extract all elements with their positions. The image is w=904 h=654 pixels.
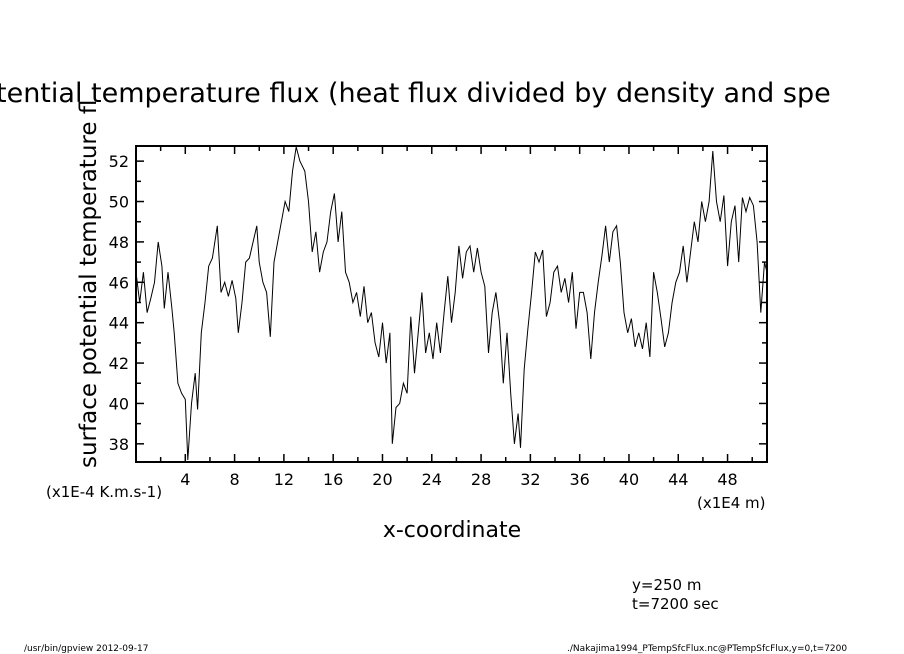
x-tick-label: 4 [180,470,190,489]
y-tick-label: 38 [109,435,129,454]
x-tick-label: 8 [230,470,240,489]
x-tick-label: 12 [274,470,294,489]
x-tick-label: 20 [372,470,392,489]
y-tick-label: 52 [109,152,129,171]
x-axis-units: (x1E4 m) [697,494,766,512]
y-axis-label: surface potential temperature fl [76,100,102,468]
y-tick-label: 48 [109,233,129,252]
x-tick-label: 36 [569,470,589,489]
y-tick-label: 46 [109,273,129,292]
x-tick-label: 40 [619,470,639,489]
x-tick-label: 32 [520,470,540,489]
footer-left: /usr/bin/gpview 2012-09-17 [24,644,148,654]
footer-right: ./Nakajima1994_PTempSfcFlux.nc@PTempSfcF… [567,644,847,654]
y-tick-label: 44 [109,314,129,333]
time-annotation: t=7200 sec [632,595,719,613]
y-position-annotation: y=250 m [632,576,701,594]
data-line [135,146,768,461]
y-tick-label: 40 [109,394,129,413]
chart-title: tential temperature flux (heat flux divi… [0,78,831,109]
y-axis-units: (x1E-4 K.m.s-1) [46,483,162,501]
x-tick-label: 24 [422,470,442,489]
x-tick-label: 44 [668,470,688,489]
y-tick-label: 50 [109,193,129,212]
x-tick-label: 48 [717,470,737,489]
x-axis-label: x-coordinate [383,518,521,543]
plot-frame [135,145,768,463]
x-tick-label: 28 [471,470,491,489]
y-tick-label: 42 [109,354,129,373]
x-tick-label: 16 [323,470,343,489]
